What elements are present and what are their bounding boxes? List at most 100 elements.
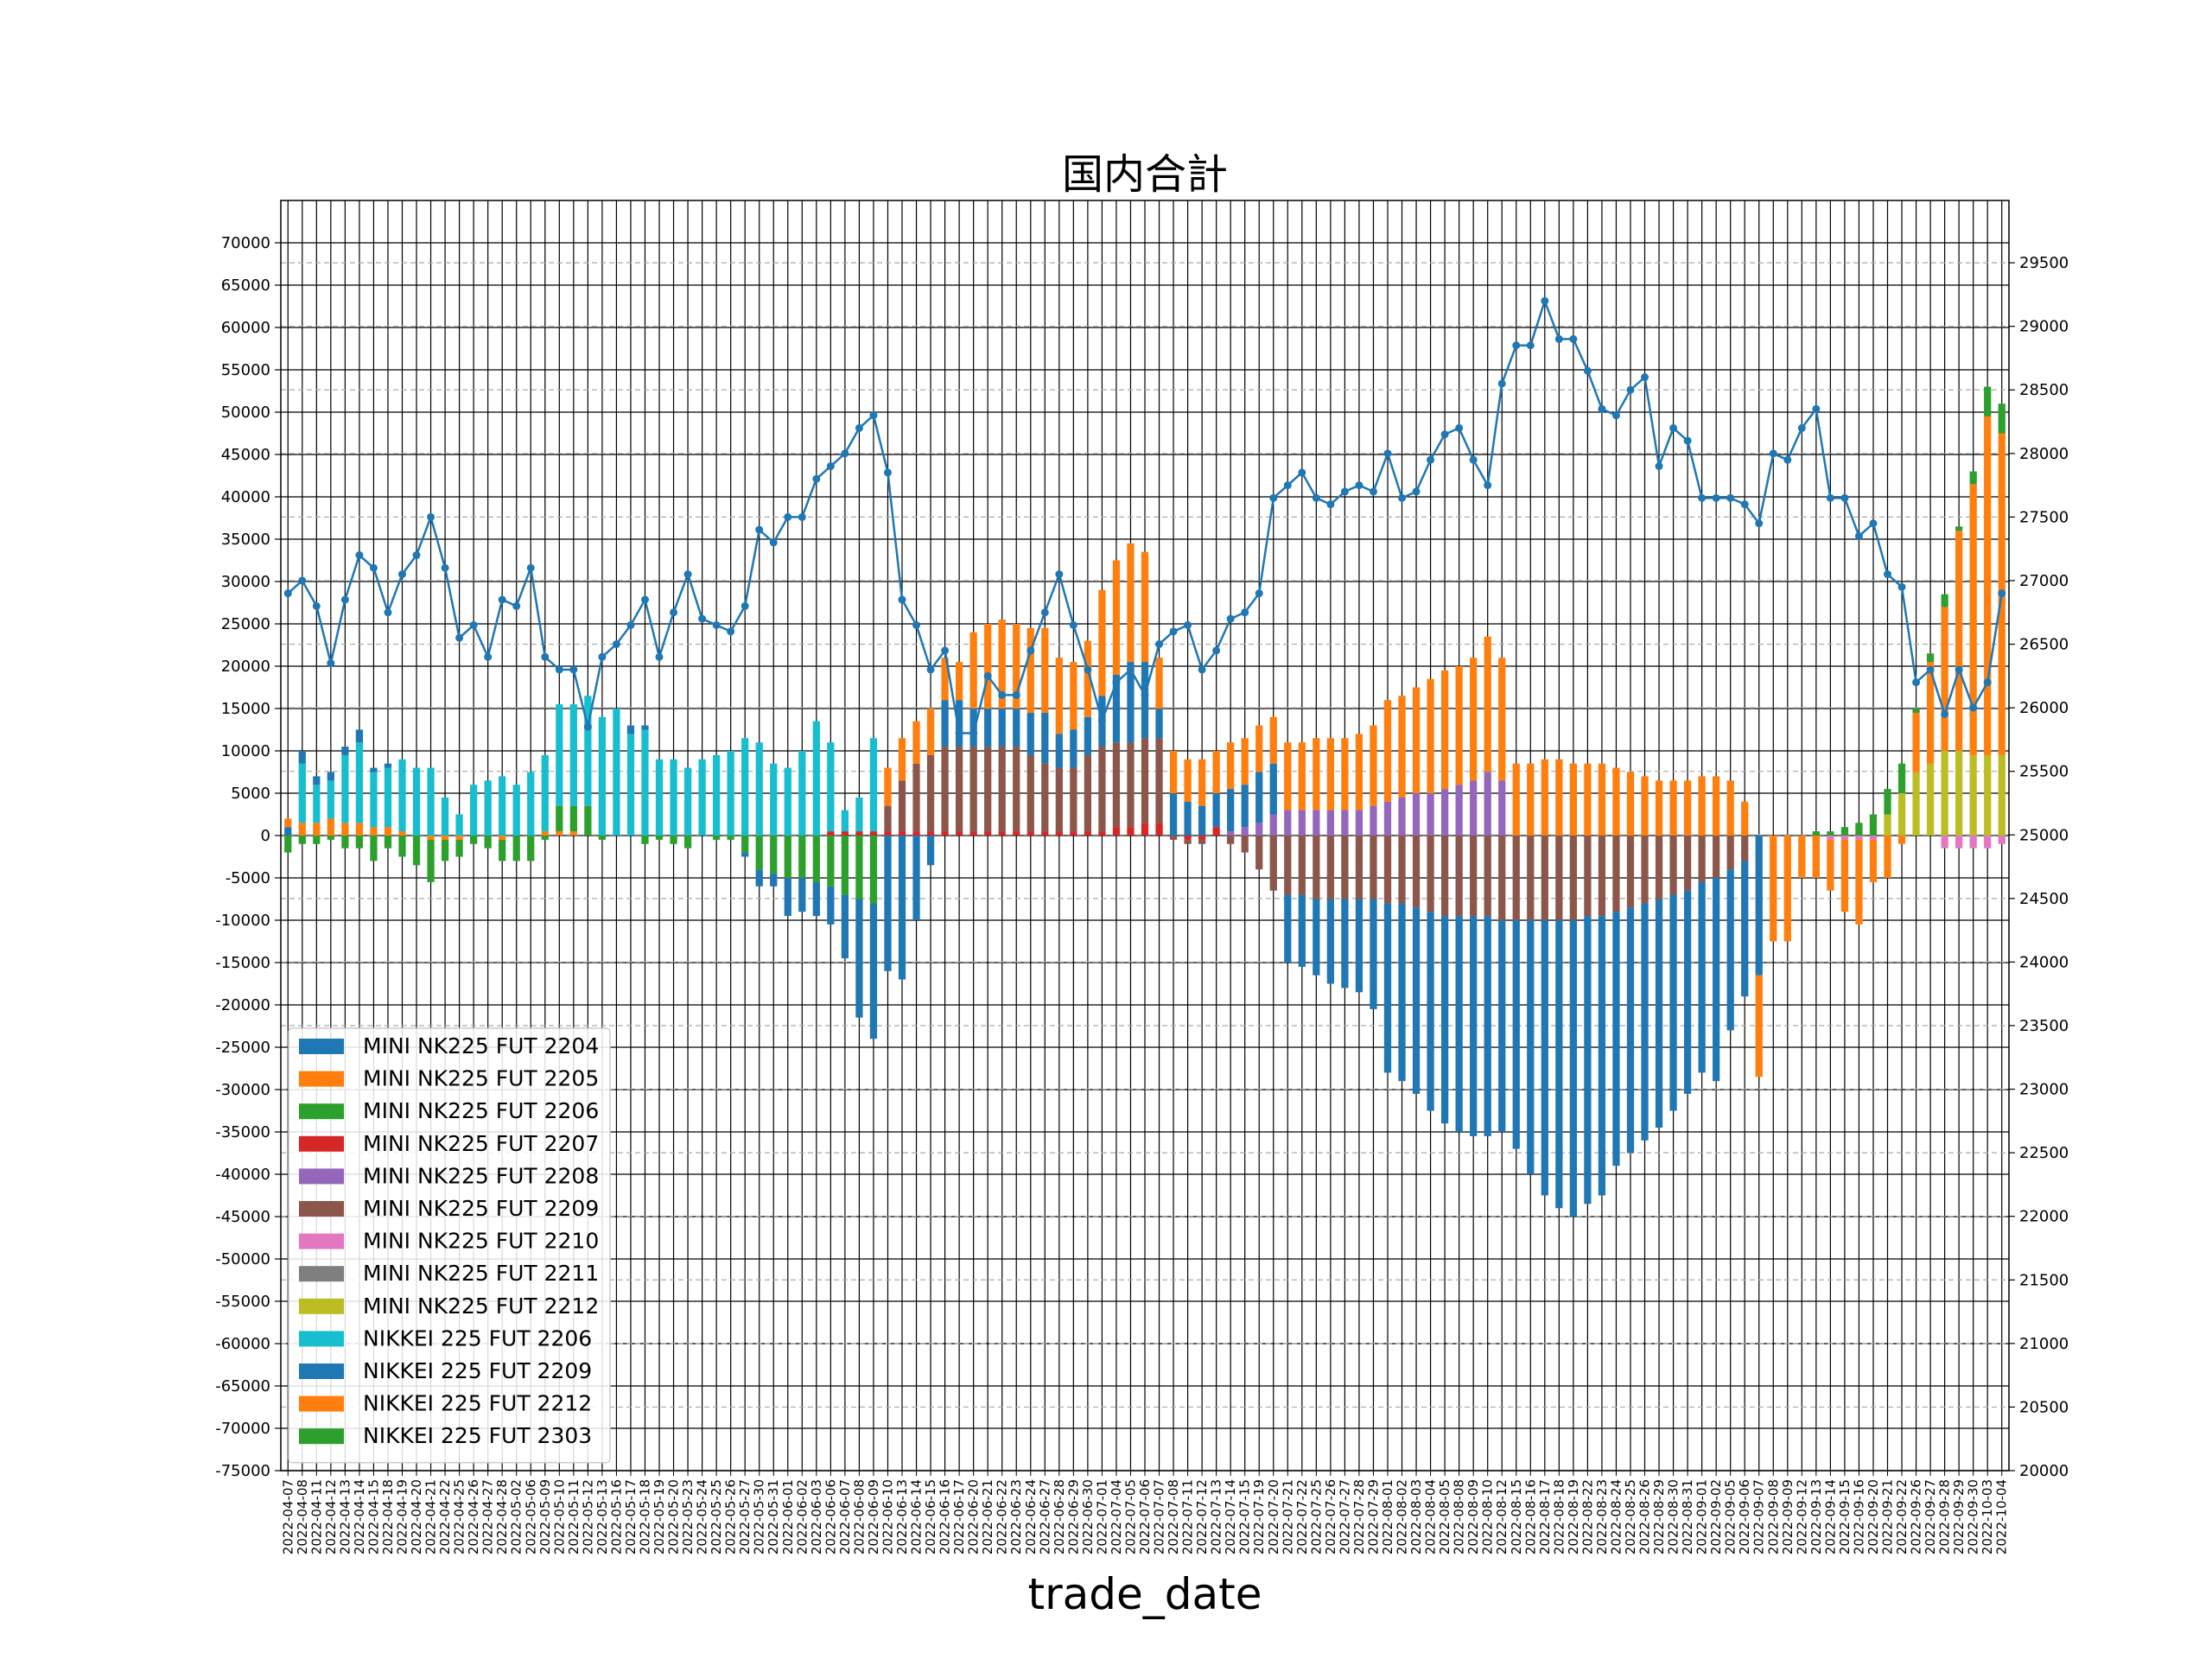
bar-segment-11	[1984, 416, 1992, 755]
price-point	[912, 620, 921, 629]
bar-segment-9	[798, 751, 806, 836]
y-tick-label: 0	[261, 827, 270, 845]
x-tick-label: 2022-09-20	[1866, 1479, 1881, 1554]
x-tick-label: 2022-05-13	[594, 1479, 610, 1554]
price-point	[1255, 589, 1263, 598]
chart-title: 国内合計	[1062, 150, 1228, 199]
y-tick-label: 50000	[221, 404, 270, 422]
bar-segment-11	[1827, 839, 1834, 891]
bar-segment-10	[855, 899, 863, 1018]
bar-segment-11	[1255, 725, 1263, 772]
bar-segment-5	[1598, 836, 1606, 917]
price-point	[1726, 493, 1735, 502]
bar-segment-10	[1455, 916, 1463, 1132]
bar-segment-9	[641, 729, 649, 836]
x-tick-label: 2022-05-19	[652, 1479, 667, 1554]
bar-segment-8	[1926, 763, 1935, 836]
y2-tick-label: 21000	[2019, 1335, 2069, 1353]
y2-tick-label: 29500	[2019, 254, 2069, 272]
price-point	[1298, 468, 1306, 477]
bar-segment-10	[1398, 903, 1406, 1082]
x-tick-label: 2022-06-07	[837, 1479, 853, 1554]
bar-segment-10	[784, 878, 791, 917]
bar-segment-3	[884, 831, 892, 836]
bar-segment-11	[1198, 759, 1206, 806]
bar-segment-10	[1698, 881, 1706, 1073]
bar-segment-9	[384, 767, 392, 828]
bar-segment-11	[1169, 751, 1178, 793]
bar-segment-5	[1470, 836, 1478, 917]
price-point	[355, 551, 364, 560]
price-point	[855, 423, 863, 432]
bar-segment-11	[1598, 763, 1606, 836]
legend-swatch	[299, 1266, 344, 1282]
x-tick-label: 2022-04-27	[480, 1479, 496, 1554]
y-tick-label: 25000	[221, 615, 270, 633]
bar-segment-11	[1212, 751, 1220, 793]
x-tick-label: 2022-07-11	[1180, 1479, 1196, 1554]
bar-segment-11	[1941, 607, 1948, 751]
y2-tick-label: 27000	[2019, 572, 2069, 590]
x-tick-label: 2022-04-07	[280, 1479, 296, 1554]
price-point	[1040, 608, 1049, 617]
price-point	[769, 538, 778, 547]
x-tick-label: 2022-09-27	[1923, 1479, 1938, 1554]
bar-segment-3	[1027, 831, 1034, 836]
legend-swatch	[299, 1363, 344, 1379]
bar-segment-2	[569, 805, 577, 832]
x-tick-label: 2022-04-13	[337, 1479, 353, 1554]
price-point	[1012, 690, 1020, 699]
y-tick-label: 45000	[221, 446, 270, 464]
bar-segment-2	[470, 836, 478, 844]
bar-segment-12	[1840, 827, 1849, 836]
x-tick-label: 2022-07-07	[1152, 1479, 1167, 1554]
x-tick-label: 2022-05-12	[580, 1479, 595, 1554]
bar-segment-5	[898, 780, 906, 832]
bar-segment-11	[1484, 636, 1491, 772]
price-point	[1669, 423, 1678, 432]
x-tick-label: 2022-08-15	[1509, 1479, 1524, 1554]
bar-segment-9	[784, 767, 791, 836]
price-point	[1340, 487, 1349, 496]
price-point	[1455, 423, 1464, 432]
bar-segment-11	[1455, 666, 1463, 785]
bar-segment-10	[912, 836, 920, 920]
bar-segment-11	[1840, 839, 1849, 912]
price-point	[841, 449, 849, 458]
price-point	[1869, 519, 1878, 528]
bar-segment-2	[313, 836, 321, 844]
x-tick-label: 2022-08-02	[1395, 1479, 1410, 1554]
bar-segment-6	[1827, 836, 1834, 840]
bar-segment-9	[713, 754, 721, 836]
bars	[284, 386, 2005, 1217]
bar-segment-3	[912, 831, 920, 836]
bar-segment-10	[869, 903, 878, 1039]
bar-segment-11	[1440, 670, 1449, 790]
x-tick-label: 2022-07-26	[1323, 1479, 1338, 1554]
price-point	[741, 601, 749, 610]
x-tick-label: 2022-05-16	[608, 1479, 624, 1554]
price-point	[612, 640, 620, 649]
bar-segment-11	[1127, 543, 1135, 663]
bar-segment-11	[1470, 658, 1478, 781]
bar-segment-11	[1698, 776, 1706, 836]
bar-segment-5	[1698, 836, 1706, 882]
price-point	[812, 474, 821, 483]
bar-segment-3	[1070, 831, 1077, 836]
bar-segment-3	[1112, 827, 1121, 836]
bar-segment-4	[1383, 801, 1392, 836]
legend-label: MINI NK225 FUT 2204	[363, 1033, 599, 1058]
bar-segment-2	[741, 836, 749, 853]
x-tick-label: 2022-06-15	[923, 1479, 938, 1554]
price-point	[1983, 678, 1992, 687]
bar-segment-5	[1326, 836, 1335, 899]
bar-segment-1	[556, 831, 563, 836]
y-tick-label: 20000	[221, 658, 270, 676]
legend-swatch	[299, 1071, 344, 1087]
x-tick-label: 2022-10-03	[1980, 1479, 1995, 1554]
bar-segment-4	[1298, 810, 1306, 836]
bar-segment-2	[727, 836, 734, 840]
y2-tick-label: 28500	[2019, 381, 2069, 399]
bar-segment-10	[1227, 789, 1235, 832]
bar-segment-11	[1527, 763, 1535, 836]
